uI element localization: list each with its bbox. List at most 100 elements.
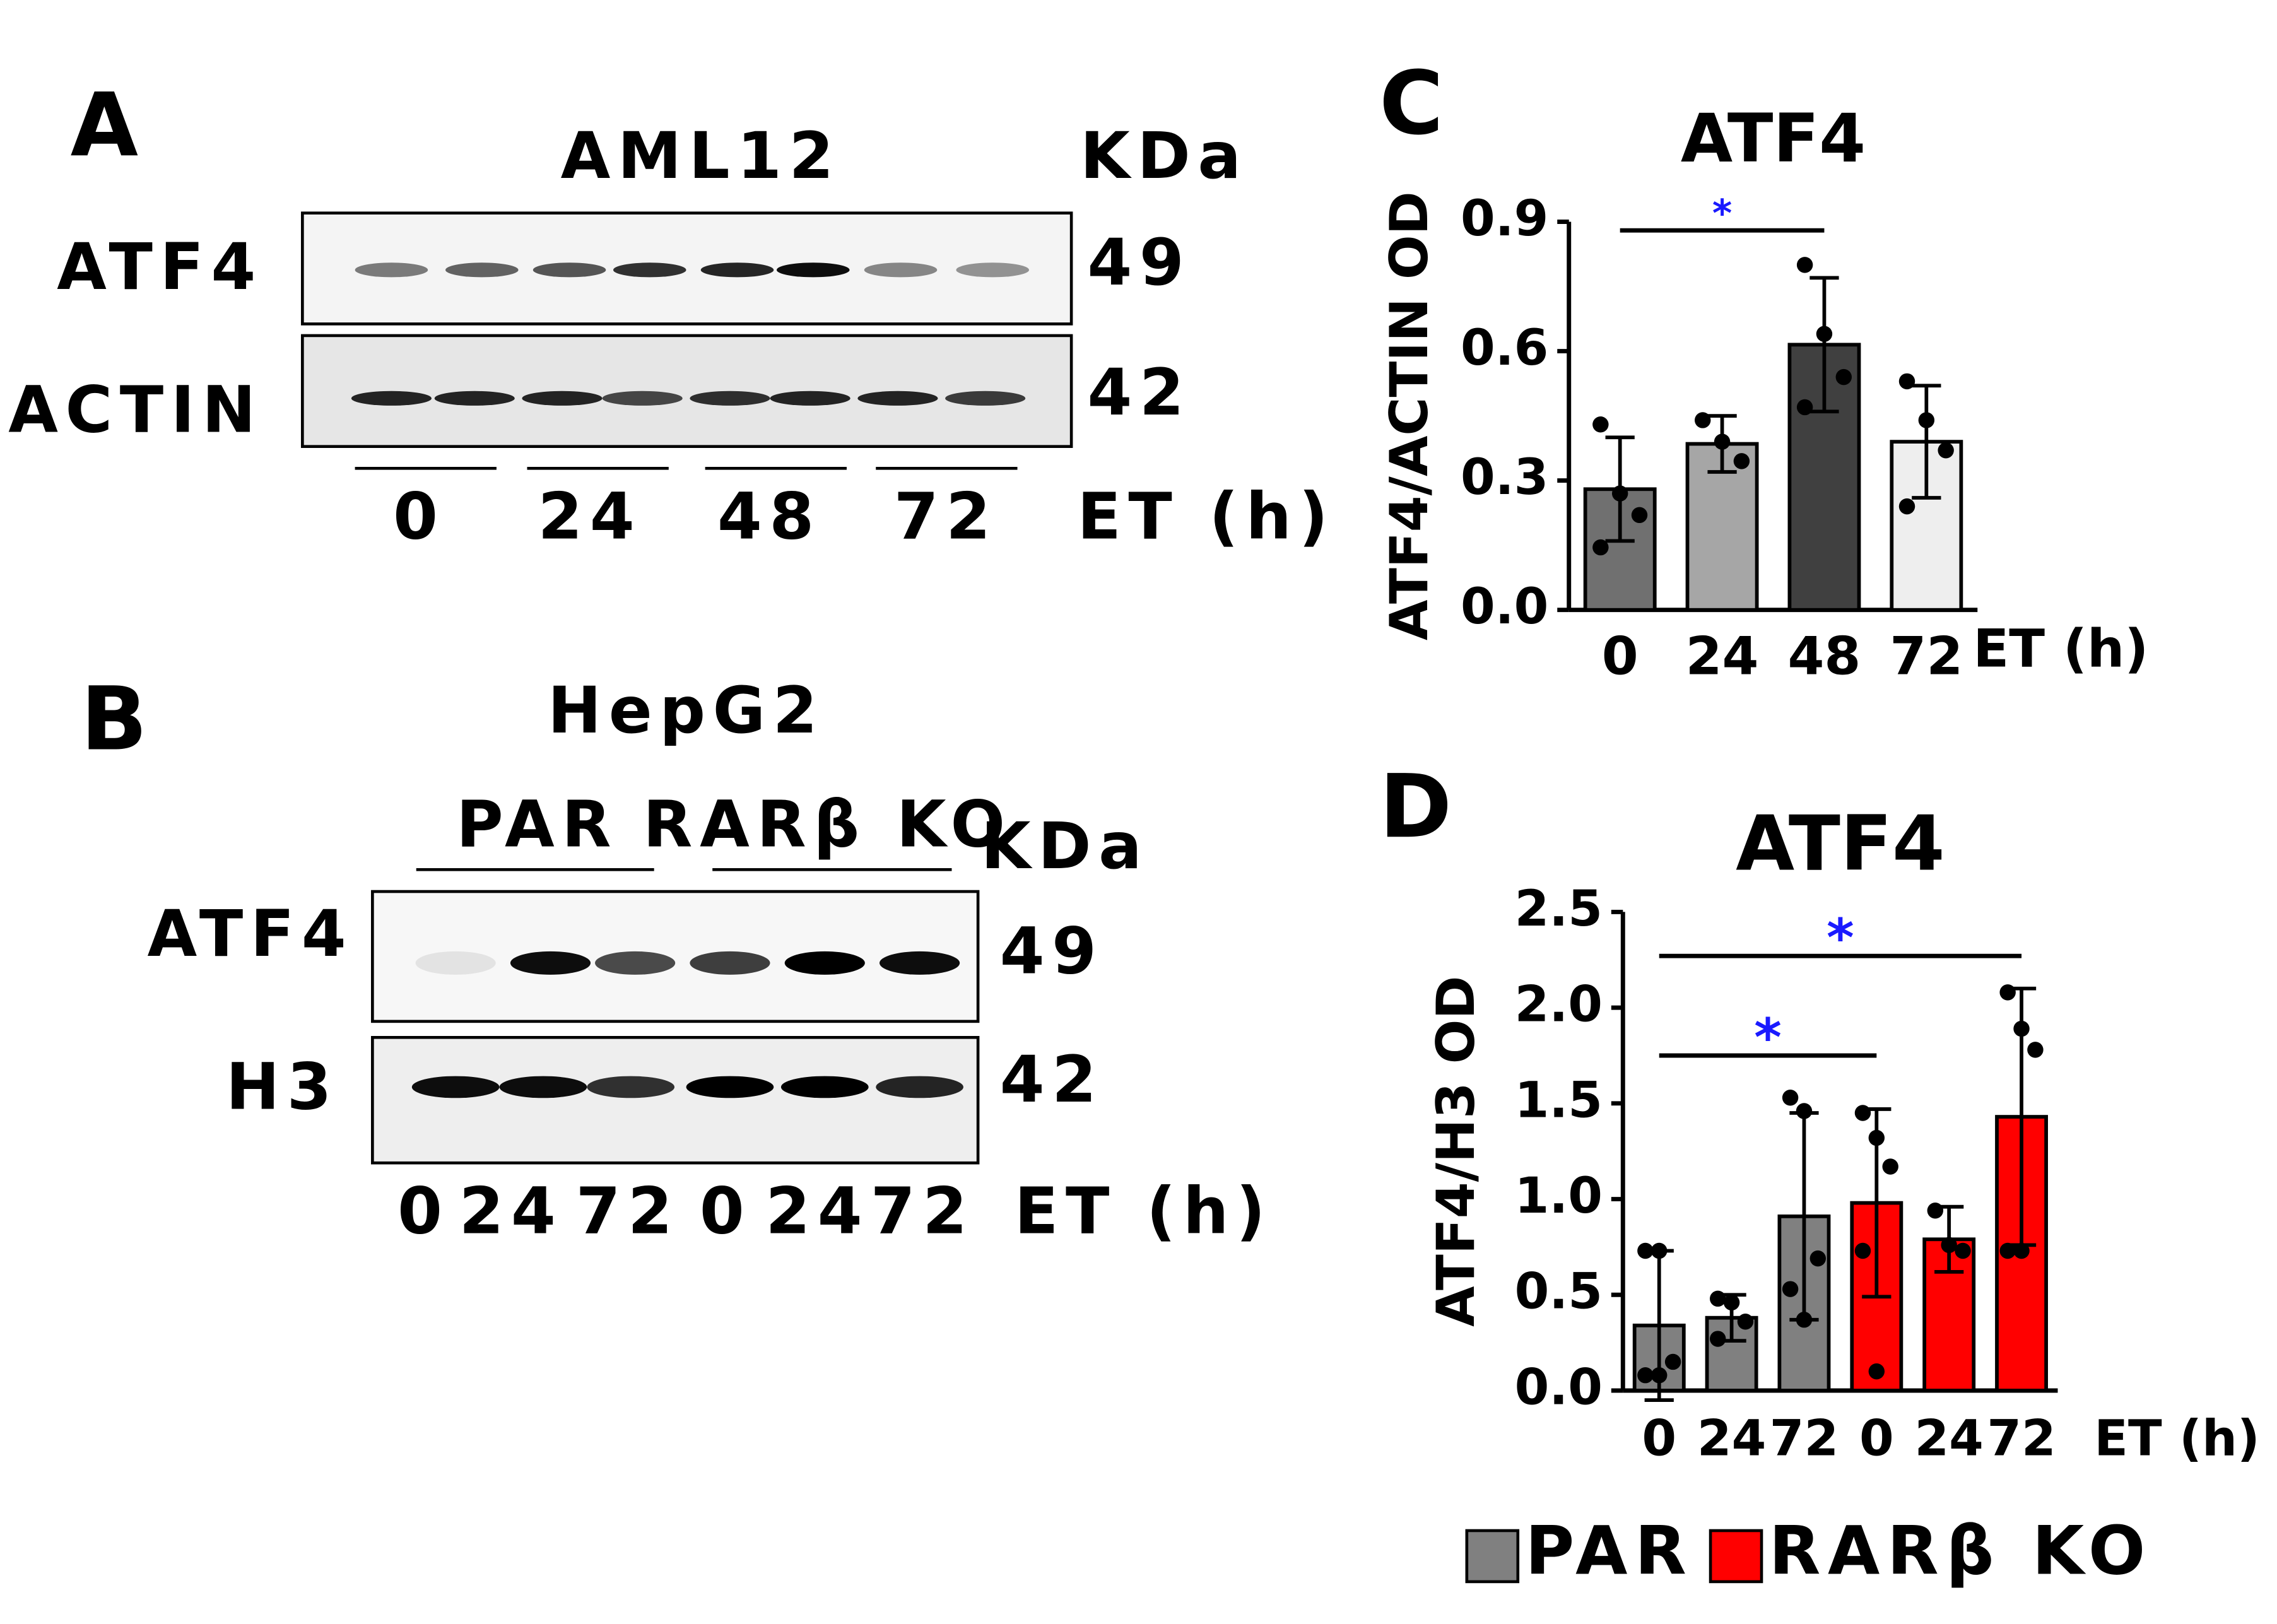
blot-band (351, 391, 432, 406)
blot-band (880, 951, 960, 975)
lane-label: 0 (393, 479, 445, 553)
kda-label: 49 (1000, 914, 1104, 989)
data-point (2027, 1042, 2044, 1058)
y-tick-label: 2.5 (1515, 880, 1603, 938)
row-label: ATF4 (57, 230, 263, 304)
significance-star: * (1827, 907, 1854, 968)
blot-unit: KDa (1080, 119, 1249, 193)
blot-frame (301, 334, 1073, 448)
blot-band (864, 262, 938, 278)
x-tick-label: 72 (1770, 1409, 1839, 1467)
row-label: H3 (226, 1050, 339, 1124)
blot-frame (301, 211, 1073, 326)
panel-label: C (1379, 52, 1444, 155)
blot-band (956, 262, 1030, 278)
chart-title: ATF4 (1736, 800, 1945, 888)
blot-band (945, 391, 1026, 406)
data-point (1737, 1314, 1754, 1330)
lane-label: 24 (765, 1174, 869, 1248)
data-point (1723, 1294, 1740, 1311)
lane-label: 0 (397, 1174, 449, 1248)
y-tick-label: 0.0 (1515, 1358, 1603, 1416)
blot-title: AML12 (561, 119, 841, 193)
blot-band (690, 951, 770, 975)
lane-label: 48 (717, 479, 821, 553)
axis-label: ET (h) (1015, 1174, 1273, 1248)
x-tick-label: 72 (1890, 625, 1963, 686)
data-point (1854, 1105, 1871, 1121)
data-point (1898, 498, 1915, 515)
x-tick-label: 24 (1914, 1409, 1983, 1467)
blot-band (857, 391, 938, 406)
lane-label: 72 (576, 1174, 680, 1248)
blot-band (499, 1076, 587, 1098)
blot-band (434, 391, 515, 406)
data-point (1710, 1331, 1726, 1347)
data-point (1651, 1242, 1668, 1259)
significance-star: * (1712, 192, 1732, 236)
y-tick-label: 0.3 (1461, 448, 1548, 506)
data-point (1816, 326, 1833, 342)
lane-label: 72 (871, 1174, 975, 1248)
x-tick-label: 24 (1686, 625, 1759, 686)
data-point (1592, 416, 1609, 433)
y-axis-label: ATF4/ACTIN OD (1379, 191, 1440, 640)
group-label: PAR (456, 787, 618, 861)
chart-title: ATF4 (1681, 100, 1866, 178)
data-point (1999, 1242, 2016, 1259)
blot-band (686, 1076, 774, 1098)
y-tick-label: 0.5 (1515, 1262, 1603, 1321)
blot-band (532, 262, 606, 278)
kda-label: 42 (1000, 1042, 1104, 1117)
data-point (1938, 442, 1954, 459)
panel-label: A (71, 74, 138, 176)
data-point (2013, 1020, 2030, 1037)
blot-band (415, 951, 496, 975)
data-point (1733, 453, 1750, 469)
blot-band (770, 391, 850, 406)
blot-band (510, 951, 591, 975)
data-point (1955, 1242, 1971, 1259)
data-point (1941, 1237, 1957, 1254)
y-tick-label: 0.9 (1461, 189, 1548, 247)
x-axis-label: ET (h) (2094, 1409, 2260, 1467)
y-tick-label: 1.0 (1515, 1167, 1603, 1225)
blot-frame (371, 890, 980, 1023)
axis-label: ET (h) (1077, 479, 1335, 553)
significance-star: * (1754, 1007, 1782, 1068)
legend-swatch (1465, 1529, 1520, 1584)
blot-unit: KDa (981, 809, 1150, 883)
x-tick-label: 0 (1859, 1409, 1894, 1467)
x-tick-label: 48 (1788, 625, 1861, 686)
legend-label: RARβ KO (1769, 1512, 2153, 1591)
x-axis-label: ET (h) (1973, 618, 2148, 680)
data-point (1918, 412, 1935, 428)
data-point (1854, 1242, 1871, 1259)
data-point (1695, 412, 1711, 428)
blot-band (876, 1076, 963, 1098)
data-point (2013, 1242, 2030, 1259)
blot-band (587, 1076, 675, 1098)
data-point (1664, 1353, 1681, 1370)
data-point (1927, 1203, 1944, 1219)
blot-band (700, 262, 774, 278)
x-tick-label: 0 (1602, 625, 1639, 686)
data-point (1868, 1363, 1885, 1380)
data-point (1882, 1158, 1898, 1175)
data-point (1796, 257, 1813, 273)
blot-band (411, 1076, 500, 1098)
data-point (1796, 1311, 1813, 1328)
blot-band (595, 951, 676, 975)
panel-label: D (1379, 755, 1452, 857)
legend-label: PAR (1525, 1512, 1693, 1591)
y-tick-label: 2.0 (1515, 975, 1603, 1033)
blot-band (690, 391, 770, 406)
data-point (1835, 368, 1852, 385)
data-point (1611, 485, 1628, 502)
kda-label: 42 (1088, 355, 1192, 430)
blot-band (355, 262, 428, 278)
y-tick-label: 0.0 (1461, 577, 1548, 635)
data-point (1651, 1367, 1668, 1384)
blot-band (776, 262, 850, 278)
